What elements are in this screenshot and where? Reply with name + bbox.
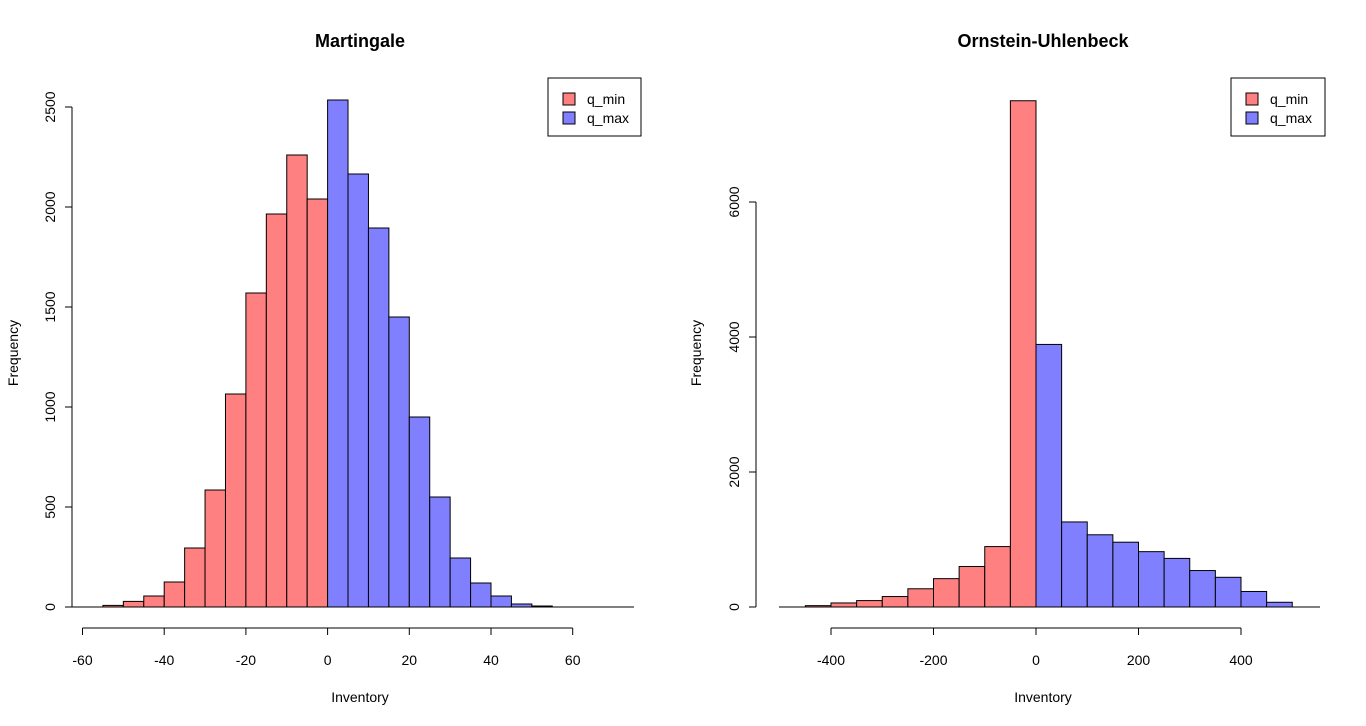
y-tick-label: 1500 xyxy=(42,291,58,322)
bar-q_min-3 xyxy=(881,596,909,608)
bar-q_min-2 xyxy=(856,600,883,608)
bar-q_min-2 xyxy=(143,595,165,608)
bar-q_max-9 xyxy=(1266,601,1293,608)
y-tick-label: 1000 xyxy=(42,391,58,422)
bar-q_max-2 xyxy=(1086,534,1114,608)
bar-q_max-8 xyxy=(490,595,512,608)
x-tick-label: 0 xyxy=(324,652,332,668)
x-tick-label: -20 xyxy=(236,652,256,668)
x-tick-label: 60 xyxy=(565,652,581,668)
bar-q_min-0 xyxy=(804,605,832,608)
x-tick-label: 40 xyxy=(483,652,499,668)
legend-label-q_max: q_max xyxy=(587,110,629,126)
legend-swatch-q_max xyxy=(562,111,576,125)
y-tick-label: 6000 xyxy=(726,186,742,217)
y-tick-label: 500 xyxy=(42,495,58,519)
x-tick-label: 20 xyxy=(402,652,418,668)
y-tick-label: 2000 xyxy=(42,191,58,222)
y-axis-label: Frequency xyxy=(5,320,21,386)
y-tick-label: 0 xyxy=(726,603,742,611)
legend-swatch-q_max xyxy=(1245,111,1259,125)
bar-q_min-7 xyxy=(245,292,267,608)
bar-q_max-7 xyxy=(1214,576,1242,608)
bar-q_max-4 xyxy=(408,416,431,608)
x-axis-label: Inventory xyxy=(1014,689,1072,705)
bar-q_min-1 xyxy=(122,600,145,608)
legend-swatch-q_min xyxy=(562,92,576,106)
bar-q_min-10 xyxy=(306,198,329,608)
y-tick-label: 2000 xyxy=(726,456,742,487)
bar-q_max-5 xyxy=(1163,557,1191,608)
bar-q_max-8 xyxy=(1240,590,1268,608)
bar-q_min-5 xyxy=(204,489,226,608)
bar-q_min-3 xyxy=(163,581,186,608)
bar-q_min-7 xyxy=(984,546,1011,608)
legend-label-q_min: q_min xyxy=(587,91,625,107)
x-tick-label: 400 xyxy=(1229,652,1253,668)
bar-q_max-3 xyxy=(388,316,410,608)
x-tick-label: -400 xyxy=(817,652,845,668)
bar-q_min-9 xyxy=(286,154,308,608)
bar-q_max-2 xyxy=(367,227,390,608)
bar-q_max-1 xyxy=(347,173,369,608)
bar-q_min-4 xyxy=(907,588,934,608)
legend-label-q_min: q_min xyxy=(1270,91,1308,107)
x-axis-label: Inventory xyxy=(331,689,389,705)
bar-q_min-5 xyxy=(933,578,960,608)
x-tick-label: -60 xyxy=(72,652,92,668)
legend-box xyxy=(1230,77,1326,137)
bar-q_max-1 xyxy=(1061,521,1088,608)
bar-q_min-4 xyxy=(184,547,206,608)
chart-panel-2: -400 -200 0 200 4000200040006000Ornstein-Uhl… xyxy=(688,31,1326,705)
bar-q_max-10 xyxy=(531,605,553,608)
x-tick-label: 0 xyxy=(1032,652,1040,668)
legend-swatch-q_min xyxy=(1245,92,1259,106)
x-tick-label: -200 xyxy=(919,652,947,668)
bar-q_max-5 xyxy=(429,496,451,608)
legend-box xyxy=(547,77,642,137)
bar-q_min-0 xyxy=(102,604,124,608)
x-tick-label: 200 xyxy=(1127,652,1151,668)
bar-q_max-9 xyxy=(510,603,533,608)
y-tick-label: 4000 xyxy=(726,321,742,352)
y-tick-label: 2500 xyxy=(42,91,58,122)
bar-q_max-6 xyxy=(449,557,472,608)
bar-q_max-0 xyxy=(327,99,349,608)
y-tick-label: 0 xyxy=(42,603,58,611)
legend-label-q_max: q_max xyxy=(1270,110,1312,126)
bar-q_max-7 xyxy=(470,582,492,608)
bar-q_min-8 xyxy=(1009,100,1037,608)
legend: q_min q_max xyxy=(547,77,642,137)
bar-q_max-3 xyxy=(1112,541,1139,608)
bar-q_min-6 xyxy=(224,393,247,608)
legend: q_min q_max xyxy=(1230,77,1326,137)
y-axis-label: Frequency xyxy=(688,320,704,386)
chart-title: Ornstein-Uhlenbeck xyxy=(957,31,1129,51)
x-tick-label: -40 xyxy=(154,652,174,668)
bar-q_min-8 xyxy=(265,213,288,608)
bar-q_min-6 xyxy=(958,566,986,608)
bar-q_max-4 xyxy=(1138,551,1165,608)
chart-title: Martingale xyxy=(315,31,405,51)
bar-q_max-0 xyxy=(1035,343,1063,608)
bar-q_min-1 xyxy=(830,602,858,608)
bar-q_max-6 xyxy=(1189,570,1216,608)
chart-panel-1: -60 -40 -20 0 20 40 60 0 500 1000 1500 2000 2500 Mart… xyxy=(5,31,642,705)
